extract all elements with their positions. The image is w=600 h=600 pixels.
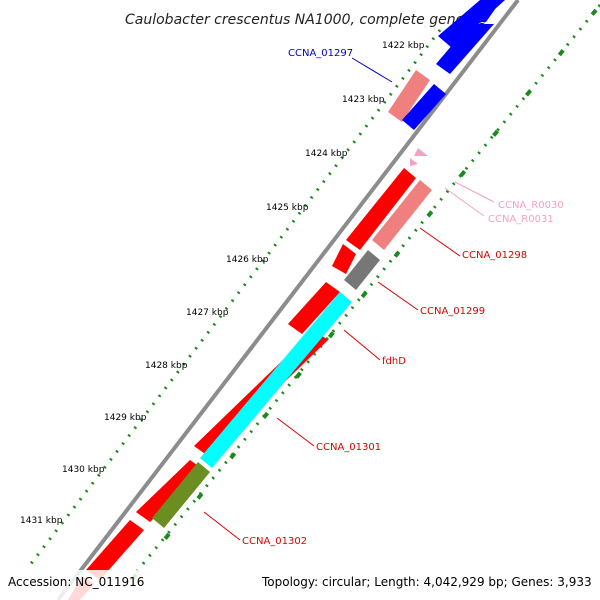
outer-tick-track <box>28 29 442 566</box>
tick-label: 1427 kbp <box>186 308 229 318</box>
label-ccna01299[interactable]: CCNA_01299 <box>420 306 485 317</box>
footer-backdrop <box>0 570 600 600</box>
gene-labels: CCNA_01297 CCNA_R0030 CCNA_R0031 CCNA_01… <box>242 48 564 547</box>
gene-fdhd[interactable] <box>200 292 352 468</box>
tick-label: 1429 kbp <box>104 413 147 423</box>
leader-ccna01299 <box>377 281 419 311</box>
reverse-strand-features <box>152 24 494 528</box>
leader-ccna01302 <box>203 511 241 541</box>
accession-text: Accession: NC_011916 <box>8 575 144 589</box>
gene-salmon-a[interactable] <box>388 70 430 122</box>
label-ccna-r0031[interactable]: CCNA_R0031 <box>488 214 554 225</box>
gene-red-c[interactable] <box>288 282 340 334</box>
map-title: Caulobacter crescentus NA1000, complete … <box>125 12 486 28</box>
leader-ccna-r0030 <box>454 181 495 203</box>
leader-ccna01298 <box>419 227 461 257</box>
label-ccna01297[interactable]: CCNA_01297 <box>288 48 353 59</box>
label-ccna01301[interactable]: CCNA_01301 <box>316 442 381 453</box>
tick-label: 1422 kbp <box>382 41 425 51</box>
gene-ccna01297-lower[interactable] <box>402 84 446 130</box>
tick-label: 1424 kbp <box>305 149 348 159</box>
gene-red-b[interactable] <box>332 244 356 274</box>
label-ccna-r0030[interactable]: CCNA_R0030 <box>498 200 564 211</box>
label-fdhd[interactable]: fdhD <box>382 356 406 367</box>
label-ccna01302[interactable]: CCNA_01302 <box>242 536 307 547</box>
leader-ccna01297 <box>351 57 393 83</box>
gene-ccna01297-arrow[interactable] <box>470 2 500 22</box>
summary-text: Topology: circular; Length: 4,042,929 bp… <box>261 575 592 589</box>
leader-ccna-r0031 <box>444 187 485 217</box>
gene-ccna01301[interactable] <box>152 462 210 528</box>
leader-ccna01301 <box>276 417 315 447</box>
tick-label: 1428 kbp <box>145 361 188 371</box>
rna-ccna-r0030[interactable] <box>414 148 428 156</box>
tick-label: 1426 kbp <box>226 255 269 265</box>
genome-backbone <box>56 0 520 600</box>
gene-ccna01299[interactable] <box>344 250 380 290</box>
label-ccna01298[interactable]: CCNA_01298 <box>462 250 527 261</box>
label-leaders <box>203 57 495 541</box>
tick-label: 1425 kbp <box>266 203 309 213</box>
gene-red-f[interactable] <box>86 520 144 580</box>
gene-ccna01297-upper[interactable] <box>436 24 494 74</box>
tick-label: 1430 kbp <box>62 465 105 475</box>
gene-ccna01298[interactable] <box>372 180 432 250</box>
tick-label: 1423 kbp <box>342 95 385 105</box>
tick-labels: 1422 kbp 1423 kbp 1424 kbp 1425 kbp 1426… <box>20 41 425 526</box>
leader-fdhd <box>343 329 381 361</box>
gene-red-a[interactable] <box>346 168 416 250</box>
rna-ccna-r0031[interactable] <box>410 158 418 166</box>
tick-label: 1431 kbp <box>20 516 63 526</box>
